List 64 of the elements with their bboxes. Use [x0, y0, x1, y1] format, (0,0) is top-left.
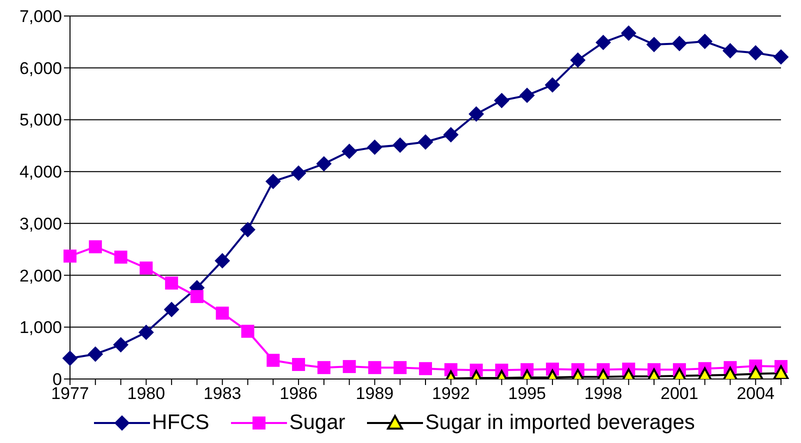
point	[646, 37, 662, 52]
point	[292, 358, 306, 371]
x-tick-label: 1977	[51, 384, 89, 404]
point	[114, 250, 128, 264]
point	[88, 346, 103, 362]
point	[216, 306, 229, 320]
point	[394, 361, 407, 374]
y-tick-label: 6,000	[19, 58, 62, 78]
y-tick-label: 5,000	[19, 110, 62, 130]
point	[88, 240, 102, 254]
point	[570, 52, 586, 68]
x-tick-label: 1995	[508, 384, 546, 404]
y-tick-label: 2,000	[19, 266, 62, 286]
point	[468, 106, 484, 122]
point	[748, 45, 764, 60]
legend-label: HFCS	[152, 411, 210, 435]
point	[544, 77, 560, 92]
y-tick-label: 7,000	[19, 7, 62, 26]
x-tick-label: 1989	[356, 384, 394, 404]
point	[342, 144, 357, 159]
point	[317, 361, 330, 374]
point	[165, 276, 178, 290]
x-tick-label: 1986	[280, 384, 318, 404]
x-tick-label: 1998	[584, 384, 622, 404]
point	[672, 36, 687, 51]
x-tick-label: 2004	[736, 384, 775, 404]
point	[316, 156, 332, 172]
point	[367, 140, 382, 155]
point	[190, 290, 204, 304]
point	[164, 302, 180, 318]
legend-label: Sugar	[289, 411, 346, 435]
point	[621, 26, 636, 41]
point	[342, 360, 356, 374]
point	[392, 138, 408, 153]
point	[241, 324, 254, 338]
x-tick-label: 1983	[203, 384, 242, 404]
y-tick-label: 1,000	[19, 318, 62, 338]
point	[240, 222, 256, 238]
legend-label: Sugar in imported beverages	[425, 411, 695, 435]
point	[596, 34, 611, 50]
point	[697, 34, 712, 49]
point	[64, 250, 76, 263]
point	[266, 174, 281, 189]
y-tick-label: 4,000	[19, 162, 62, 182]
point	[368, 361, 382, 374]
point	[443, 127, 458, 142]
point	[419, 362, 432, 376]
point	[520, 88, 535, 103]
x-tick-label: 2001	[660, 384, 698, 404]
x-tick-label: 1992	[432, 384, 470, 404]
point	[418, 134, 433, 150]
y-tick-label: 3,000	[19, 214, 62, 234]
x-tick-label: 1980	[127, 384, 166, 404]
point	[722, 43, 738, 58]
point	[140, 262, 153, 275]
point	[494, 93, 510, 108]
point	[113, 337, 128, 352]
point	[62, 350, 78, 366]
point	[266, 354, 280, 367]
point	[138, 324, 154, 340]
point	[774, 49, 788, 64]
point	[214, 253, 230, 268]
point	[773, 365, 789, 379]
point	[291, 166, 306, 181]
